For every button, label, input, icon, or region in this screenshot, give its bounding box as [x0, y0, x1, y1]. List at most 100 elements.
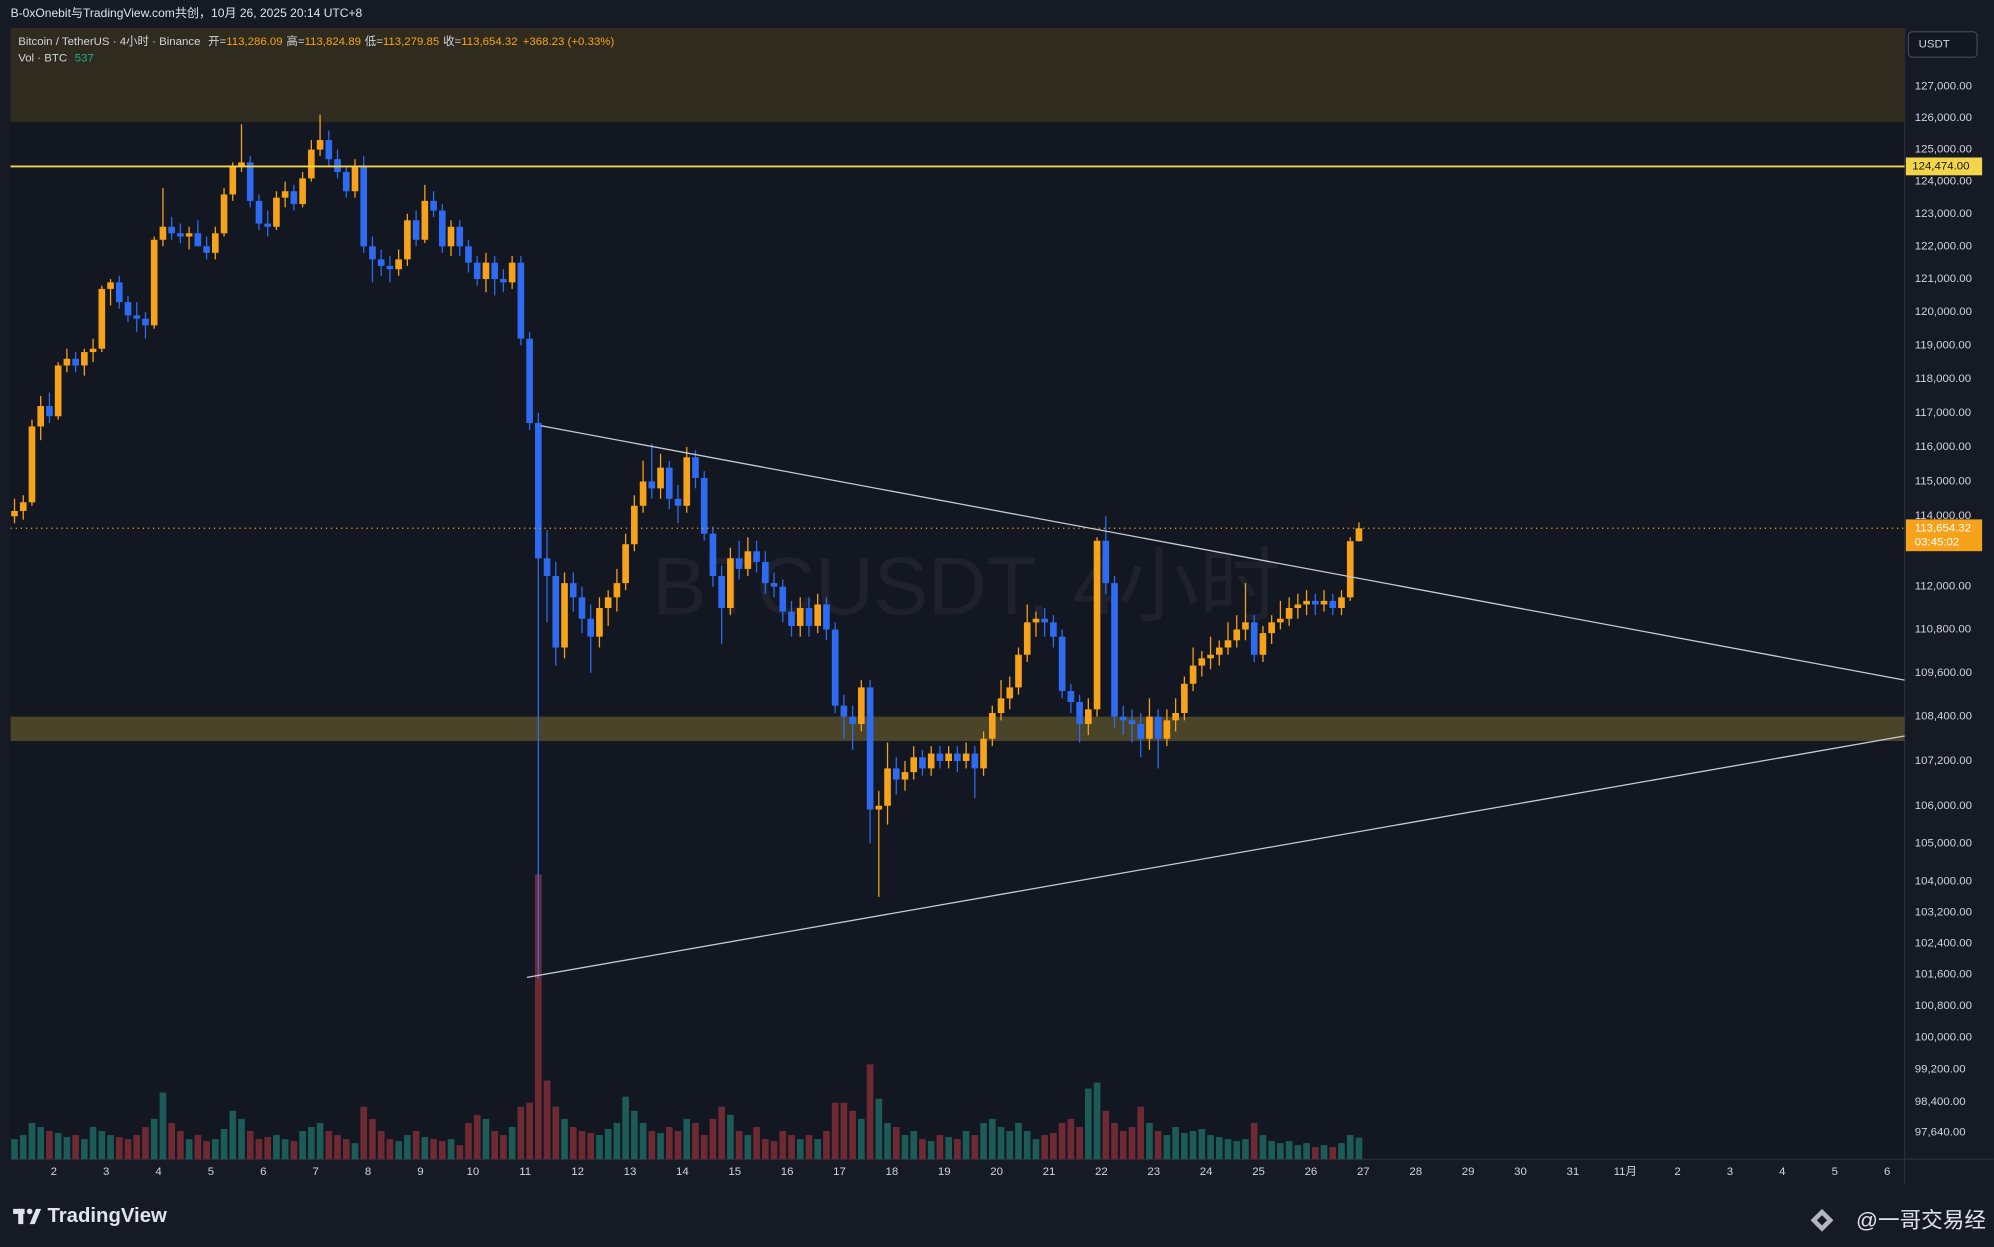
candle-body — [823, 604, 830, 630]
volume-bar — [700, 1135, 708, 1160]
candle-body — [1154, 716, 1162, 739]
candle-body — [1329, 600, 1337, 609]
candle-body — [761, 561, 769, 584]
candle-body — [1320, 600, 1328, 605]
candle-body — [360, 165, 368, 247]
candle-body — [692, 457, 699, 478]
candle-body — [727, 558, 734, 609]
volume-bar — [761, 1139, 769, 1160]
candle-body — [19, 502, 27, 511]
volume-bar — [386, 1139, 394, 1160]
volume-bar — [587, 1133, 595, 1160]
volume-bar — [980, 1122, 987, 1160]
candle-body — [1119, 716, 1127, 721]
currency-box[interactable] — [1907, 31, 1978, 58]
y-tick-label: 107,200.00 — [1915, 755, 1972, 767]
x-tick-label: 31 — [1566, 1166, 1579, 1178]
candle-body — [1268, 622, 1275, 634]
candle-body — [971, 753, 979, 769]
volume-bar — [1058, 1122, 1066, 1160]
volume-bar — [718, 1106, 725, 1160]
candle-body — [927, 753, 935, 769]
candle-body — [1041, 618, 1048, 623]
volume-bar — [648, 1131, 656, 1160]
volume-bar — [622, 1096, 629, 1160]
volume-bar — [1311, 1147, 1319, 1160]
x-tick-label: 11月 — [1614, 1166, 1637, 1178]
y-tick-label: 110,800.00 — [1915, 624, 1971, 636]
volume-bar — [63, 1137, 71, 1160]
share-title: B-0xOnebit与TradingView.com共创，10月 26, 202… — [11, 6, 363, 20]
y-tick-label: 119,000.00 — [1915, 339, 1971, 351]
volume-bar — [360, 1106, 368, 1160]
candle-body — [1207, 654, 1214, 659]
volume-bar — [604, 1128, 612, 1160]
credit: @一哥交易经 — [1856, 1207, 1986, 1232]
volume-bar — [177, 1131, 184, 1160]
volume-bar — [290, 1141, 298, 1160]
volume-bar — [613, 1122, 621, 1160]
volume-bar — [1067, 1118, 1075, 1160]
candle-body — [936, 753, 944, 761]
volume-bar — [526, 1102, 533, 1160]
volume-bar — [814, 1139, 822, 1160]
candle-body — [369, 246, 376, 260]
volume-bar — [473, 1114, 481, 1160]
tv-logo — [13, 1208, 42, 1225]
candle-body — [37, 406, 45, 427]
volume-bar — [1355, 1137, 1363, 1160]
candle-body — [1242, 622, 1249, 630]
volume-bar — [517, 1106, 525, 1160]
candle-body — [281, 191, 289, 198]
zone — [10, 27, 1905, 123]
x-tick-label: 2 — [51, 1166, 57, 1178]
candle-body — [1076, 702, 1083, 725]
candle-body — [72, 358, 79, 366]
volume-bar — [185, 1139, 193, 1160]
candle-body — [273, 197, 280, 227]
volume-bar — [1285, 1141, 1293, 1160]
x-tick-label: 12 — [571, 1166, 584, 1178]
candle-body — [954, 753, 961, 761]
trendline — [526, 735, 1905, 979]
x-tick-label: 17 — [833, 1166, 846, 1178]
candle-body — [744, 551, 752, 569]
volume-bar — [674, 1131, 682, 1160]
volume-bar — [19, 1135, 27, 1160]
candle-body — [246, 162, 254, 201]
volume-bar — [954, 1139, 961, 1160]
candle-body — [526, 338, 533, 424]
candle-body — [604, 597, 612, 609]
volume-legend: Vol · BTC 537 — [18, 52, 94, 64]
candle-body — [150, 239, 158, 326]
volume-bar — [1119, 1131, 1127, 1160]
volume-bar — [1181, 1133, 1188, 1160]
candle-body — [665, 467, 673, 499]
candle-body — [1355, 528, 1363, 542]
volume-bar — [1085, 1088, 1092, 1160]
candle-body — [753, 551, 760, 562]
y-tick-label: 124,000.00 — [1915, 176, 1972, 188]
candle-body — [1224, 640, 1232, 648]
candle-body — [1006, 687, 1014, 699]
x-tick-label: 26 — [1305, 1166, 1318, 1178]
volume-bar — [779, 1131, 787, 1160]
volume-bar — [142, 1126, 149, 1160]
volume-bar — [971, 1135, 979, 1160]
candle-body — [63, 358, 71, 366]
x-tick-label: 25 — [1252, 1166, 1265, 1178]
volume-bar — [709, 1118, 717, 1160]
volume-bar — [115, 1137, 123, 1160]
volume-bar — [81, 1139, 88, 1160]
legend: Bitcoin / TetherUS · 4小时 · Binance 开=113,… — [18, 34, 614, 48]
candle-body — [814, 604, 822, 626]
candle-body — [901, 772, 909, 780]
volume-bar — [54, 1133, 62, 1160]
candle-body — [639, 481, 647, 506]
volume-bar — [229, 1110, 237, 1160]
x-tick-label: 24 — [1200, 1166, 1213, 1178]
volume-bar — [884, 1122, 891, 1160]
candle-body — [81, 352, 88, 366]
candle-body — [159, 226, 167, 240]
candle-body — [1137, 724, 1145, 739]
